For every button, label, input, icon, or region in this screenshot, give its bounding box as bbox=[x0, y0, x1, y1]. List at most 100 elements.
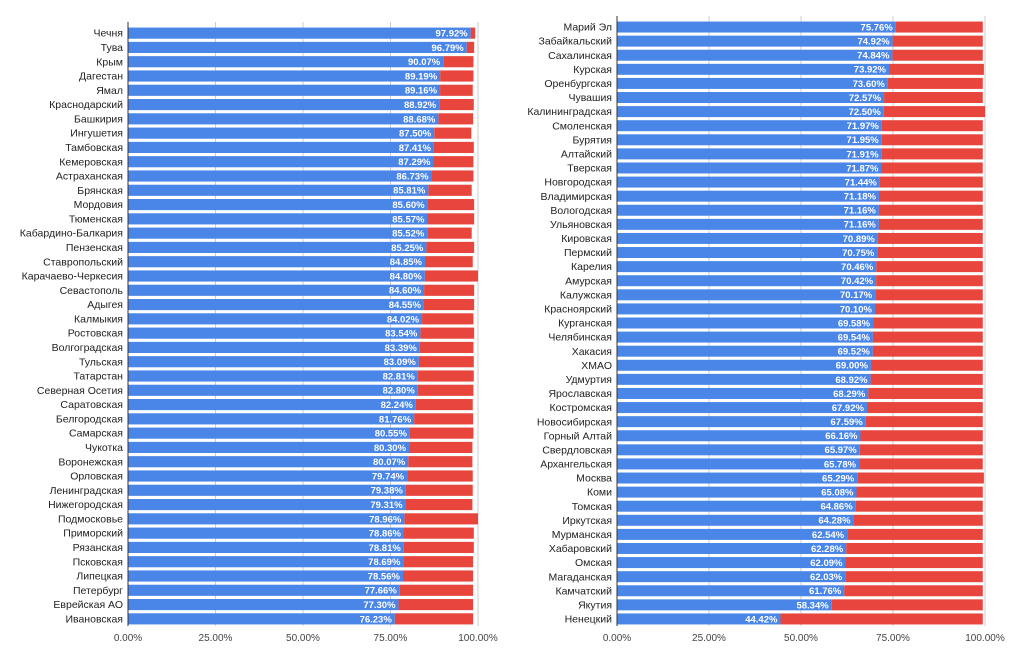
category-label: Саратовская bbox=[60, 399, 123, 411]
bar-remainder bbox=[859, 458, 983, 470]
data-label: 77.30% bbox=[363, 600, 396, 611]
bar-remainder bbox=[423, 299, 475, 311]
bar-remainder bbox=[844, 585, 983, 597]
category-label: Орловская bbox=[70, 471, 123, 483]
category-label: Хабаровский bbox=[549, 543, 612, 555]
category-label: Ингушетия bbox=[70, 128, 123, 140]
category-label: Белгородская bbox=[56, 413, 123, 425]
bar-primary bbox=[128, 213, 428, 225]
category-label: Архангельская bbox=[540, 459, 612, 471]
category-label: Пензенская bbox=[66, 242, 123, 254]
bar-remainder bbox=[417, 370, 474, 382]
category-label: Приморский bbox=[63, 528, 123, 540]
bar-primary bbox=[128, 70, 441, 82]
bar-primary bbox=[617, 444, 860, 456]
bar-remainder bbox=[881, 162, 983, 174]
bar-remainder bbox=[872, 331, 983, 343]
bar-primary bbox=[617, 599, 832, 611]
bar-primary bbox=[128, 156, 434, 168]
bar-primary bbox=[617, 528, 848, 540]
bar-primary bbox=[617, 458, 860, 470]
bar-primary bbox=[128, 270, 425, 282]
bar-primary bbox=[128, 141, 434, 153]
bar-remainder bbox=[892, 49, 983, 61]
bar-remainder bbox=[409, 427, 474, 439]
bar-primary bbox=[617, 585, 845, 597]
category-label: Мордовия bbox=[74, 199, 123, 211]
category-label: Самарская bbox=[69, 428, 123, 440]
bar-primary bbox=[128, 541, 404, 553]
bar-primary bbox=[617, 430, 861, 442]
bar-remainder bbox=[470, 27, 476, 39]
bar-remainder bbox=[883, 106, 985, 118]
category-label: Челябинская bbox=[548, 332, 612, 344]
bar-remainder bbox=[443, 56, 474, 68]
bar-remainder bbox=[424, 256, 473, 268]
data-label: 89.19% bbox=[405, 71, 438, 82]
data-label: 44.42% bbox=[745, 614, 778, 625]
bar-primary bbox=[617, 317, 874, 329]
bar-primary bbox=[617, 106, 884, 118]
data-label: 87.29% bbox=[398, 157, 431, 168]
bar-remainder bbox=[868, 387, 983, 399]
data-label: 82.24% bbox=[381, 400, 414, 411]
category-label: Ивановская bbox=[65, 613, 123, 625]
bar-primary bbox=[617, 49, 893, 61]
category-label: Липецкая bbox=[76, 571, 123, 583]
data-label: 72.50% bbox=[849, 107, 882, 118]
bar-primary bbox=[617, 148, 882, 160]
bar-remainder bbox=[420, 327, 475, 339]
category-label: Калининградская bbox=[527, 106, 612, 118]
data-label: 67.59% bbox=[830, 417, 863, 428]
category-label: Чукотка bbox=[85, 442, 123, 454]
bar-primary bbox=[617, 542, 847, 554]
bar-remainder bbox=[892, 35, 983, 47]
data-label: 87.41% bbox=[399, 143, 432, 154]
category-label: Крым bbox=[96, 56, 123, 68]
bar-primary bbox=[128, 184, 429, 196]
x-tick-label: 75.00% bbox=[374, 633, 408, 644]
data-label: 84.55% bbox=[389, 300, 422, 311]
data-label: 80.55% bbox=[375, 429, 408, 440]
bar-primary bbox=[617, 35, 893, 47]
bar-remainder bbox=[878, 204, 983, 216]
data-label: 78.69% bbox=[368, 557, 401, 568]
data-label: 65.78% bbox=[824, 459, 857, 470]
bar-primary bbox=[128, 56, 444, 68]
bar-primary bbox=[617, 120, 882, 132]
data-label: 70.17% bbox=[840, 290, 873, 301]
bar-remainder bbox=[408, 456, 473, 468]
category-label: Тюменская bbox=[69, 213, 123, 225]
bar-remainder bbox=[865, 416, 983, 428]
data-label: 84.80% bbox=[390, 271, 423, 282]
data-label: 70.89% bbox=[843, 234, 876, 245]
data-label: 85.25% bbox=[391, 243, 424, 254]
bar-primary bbox=[128, 284, 425, 296]
bar-remainder bbox=[427, 227, 472, 239]
data-label: 72.57% bbox=[849, 93, 882, 104]
bar-remainder bbox=[878, 190, 983, 202]
bar-remainder bbox=[409, 441, 473, 453]
bar-primary bbox=[128, 399, 416, 411]
bar-primary bbox=[128, 199, 428, 211]
bar-remainder bbox=[881, 120, 983, 132]
bar-remainder bbox=[418, 356, 474, 368]
category-label: Краснодарский bbox=[49, 99, 123, 111]
bar-primary bbox=[617, 218, 879, 230]
data-label: 80.07% bbox=[373, 457, 406, 468]
data-label: 86.73% bbox=[396, 171, 429, 182]
bar-remainder bbox=[860, 430, 983, 442]
bar-remainder bbox=[405, 484, 473, 496]
bar-remainder bbox=[399, 584, 474, 596]
bar-remainder bbox=[433, 141, 474, 153]
bar-remainder bbox=[402, 570, 474, 582]
data-label: 78.81% bbox=[369, 543, 402, 554]
category-label: Кабардино-Балкария bbox=[20, 228, 123, 240]
bar-primary bbox=[617, 345, 873, 357]
data-label: 65.29% bbox=[822, 473, 855, 484]
bar-remainder bbox=[877, 232, 983, 244]
data-label: 71.16% bbox=[844, 220, 877, 231]
category-label: Свердловская bbox=[542, 444, 612, 456]
bar-primary bbox=[128, 456, 409, 468]
data-label: 97.92% bbox=[435, 29, 468, 40]
